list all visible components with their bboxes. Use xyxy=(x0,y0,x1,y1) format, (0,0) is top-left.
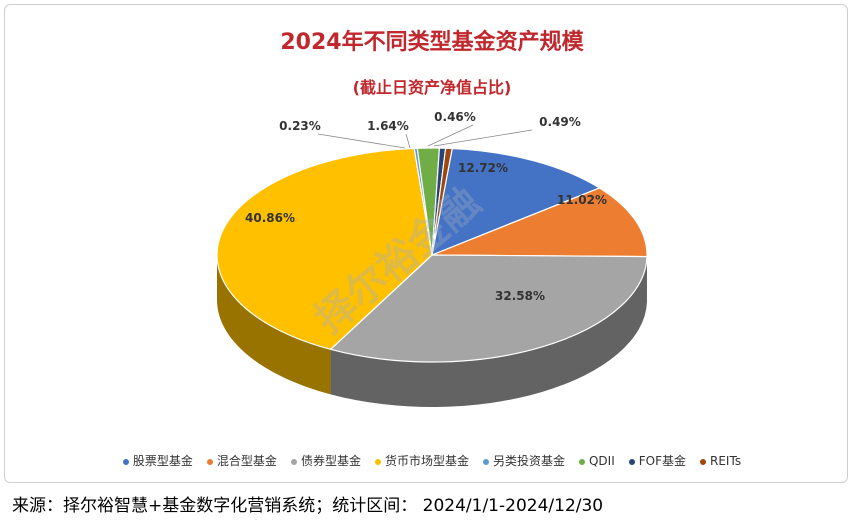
data-label-股票型基金: 12.72% xyxy=(458,161,508,175)
legend-marker xyxy=(482,458,489,465)
pie-sides xyxy=(217,255,647,407)
data-labels: 12.72% 11.02% 32.58% 40.86% 0.23% 1.64% 0.46% 0… xyxy=(245,110,607,303)
chart-subtitle: (截止日资产净值占比) xyxy=(352,78,512,97)
leader-line xyxy=(405,133,411,149)
chart-title: 2024年不同类型基金资产规模 xyxy=(280,30,584,55)
legend-item-债券型基金: 债券型基金 xyxy=(290,452,361,469)
legend-marker xyxy=(628,458,635,465)
legend-item-FOF基金: FOF基金 xyxy=(628,452,687,469)
leader-lines xyxy=(317,124,533,149)
legend-item-另类投资基金: 另类投资基金 xyxy=(482,452,565,469)
data-label-货币市场型基金: 40.86% xyxy=(245,211,295,225)
legend-marker xyxy=(122,458,129,465)
legend-label: 另类投资基金 xyxy=(492,454,565,468)
legend-item-QDII: QDII xyxy=(578,454,615,468)
data-label-FOF基金: 0.46% xyxy=(434,110,476,124)
pie-slice-股票型基金 xyxy=(431,147,601,256)
pie-side-债券型基金 xyxy=(330,256,647,407)
legend-item-REITs: REITs xyxy=(700,454,741,468)
legend-label: REITs xyxy=(710,454,742,468)
data-label-债券型基金: 32.58% xyxy=(495,289,545,303)
leader-line xyxy=(433,129,533,147)
data-label-混合型基金: 11.02% xyxy=(557,193,607,207)
pie-side-货币市场型基金 xyxy=(217,255,331,395)
legend-item-混合型基金: 混合型基金 xyxy=(206,452,277,469)
pie-slices xyxy=(216,147,648,363)
pie-slice-REITs xyxy=(431,147,453,256)
legend-label: 货币市场型基金 xyxy=(384,454,469,468)
source-footer: 来源：择尔裕智慧+基金数字化营销系统；统计区间： 2024/1/1-2024/1… xyxy=(12,496,604,516)
legend-label: QDII xyxy=(588,454,615,468)
legend-label: FOF基金 xyxy=(638,454,687,468)
legend-item-货币市场型基金: 货币市场型基金 xyxy=(374,452,469,469)
legend-item-股票型基金: 股票型基金 xyxy=(122,452,193,469)
legend-label: 债券型基金 xyxy=(300,454,361,468)
legend-marker xyxy=(206,458,213,465)
pie-slice-混合型基金 xyxy=(431,187,648,258)
leader-line xyxy=(317,133,406,149)
data-label-另类投资基金: 0.23% xyxy=(279,119,321,133)
leader-line xyxy=(427,124,474,147)
legend-marker xyxy=(374,458,381,465)
legend-label: 混合型基金 xyxy=(216,454,277,468)
data-label-QDII: 1.64% xyxy=(367,119,409,133)
legend-marker xyxy=(578,458,585,465)
legend-marker xyxy=(290,458,297,465)
legend: 股票型基金 混合型基金 债券型基金 货币市场型基金 另类投资基金 QDII FOF基金 REI… xyxy=(0,452,864,469)
legend-marker xyxy=(700,458,707,465)
legend-label: 股票型基金 xyxy=(132,454,193,468)
data-label-REITs: 0.49% xyxy=(539,115,581,129)
pie-slice-债券型基金 xyxy=(329,254,648,363)
pie-slice-货币市场型基金 xyxy=(216,147,433,351)
